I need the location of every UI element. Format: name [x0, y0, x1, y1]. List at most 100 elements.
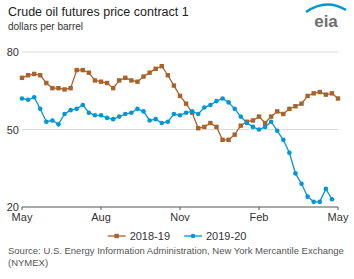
- marker: [317, 200, 322, 205]
- marker: [232, 107, 237, 112]
- logo-swoosh: [306, 4, 346, 12]
- marker: [99, 113, 104, 118]
- marker: [147, 118, 152, 123]
- marker: [220, 96, 225, 101]
- marker: [330, 91, 334, 95]
- series: [20, 95, 335, 204]
- marker: [117, 114, 122, 119]
- marker: [87, 110, 92, 115]
- marker: [123, 112, 128, 117]
- chart: Crude oil futures price contract 1 dollar…: [0, 0, 354, 279]
- x-tick-label: May: [328, 211, 349, 223]
- marker: [93, 113, 98, 118]
- marker: [293, 171, 298, 176]
- marker: [135, 107, 140, 112]
- marker: [74, 107, 79, 112]
- x-tick: [22, 207, 23, 210]
- marker: [214, 99, 219, 104]
- legend-label: 2019-20: [206, 230, 246, 242]
- marker: [208, 121, 212, 125]
- marker: [311, 200, 316, 205]
- marker: [38, 107, 43, 112]
- x-tick: [101, 207, 102, 210]
- marker: [238, 114, 243, 119]
- legend-marker: [114, 234, 118, 238]
- y-tick-label: 50: [7, 124, 19, 136]
- marker: [293, 104, 297, 108]
- marker: [275, 128, 280, 133]
- y-axis-label: dollars per barrel: [8, 21, 83, 32]
- logo-text: eia: [314, 12, 338, 31]
- marker: [318, 90, 322, 94]
- marker: [269, 119, 274, 124]
- marker: [123, 76, 127, 80]
- legend: 2018-19 2019-20: [108, 230, 247, 242]
- marker: [281, 138, 286, 143]
- marker: [251, 118, 255, 122]
- marker: [20, 76, 24, 80]
- x-tick-label: May: [12, 211, 33, 223]
- marker: [299, 101, 303, 105]
- marker: [172, 83, 176, 87]
- marker: [93, 78, 97, 82]
- marker: [153, 117, 158, 122]
- marker: [263, 125, 268, 130]
- x-tick-label: Feb: [250, 211, 269, 223]
- series: [20, 64, 340, 142]
- marker: [159, 121, 164, 126]
- marker: [202, 105, 207, 110]
- marker: [251, 125, 256, 130]
- x-tick: [180, 207, 181, 210]
- marker: [196, 126, 200, 130]
- marker: [147, 70, 151, 74]
- marker: [117, 78, 121, 82]
- marker: [87, 70, 91, 74]
- marker: [74, 68, 78, 72]
- line: [22, 97, 332, 202]
- marker: [129, 78, 133, 82]
- marker: [50, 118, 55, 123]
- marker: [56, 86, 60, 90]
- marker: [111, 117, 116, 122]
- marker: [202, 125, 206, 129]
- x-tick-label: Aug: [91, 211, 111, 223]
- marker: [257, 127, 262, 132]
- marker: [178, 94, 182, 98]
- legend-label: 2018-19: [130, 230, 170, 242]
- marker: [56, 122, 61, 127]
- marker: [32, 95, 37, 100]
- marker: [20, 96, 25, 101]
- marker: [263, 121, 267, 125]
- marker: [111, 86, 115, 90]
- marker: [166, 119, 171, 124]
- marker: [32, 72, 36, 76]
- logo: eia: [306, 4, 346, 31]
- marker: [239, 123, 243, 127]
- marker: [153, 67, 157, 71]
- marker: [44, 81, 48, 85]
- marker: [257, 114, 261, 118]
- marker: [299, 181, 304, 186]
- marker: [311, 91, 315, 95]
- title: Crude oil futures price contract 1: [8, 5, 189, 19]
- marker: [336, 96, 340, 100]
- marker: [99, 80, 103, 84]
- grid: [22, 52, 338, 130]
- y-tick-label: 80: [7, 46, 19, 58]
- plot-area: [20, 64, 340, 204]
- marker: [81, 68, 85, 72]
- marker: [178, 113, 183, 118]
- marker: [129, 110, 134, 115]
- marker: [324, 92, 328, 96]
- marker: [141, 109, 146, 114]
- marker: [160, 64, 164, 68]
- marker: [38, 73, 42, 77]
- marker: [62, 87, 66, 91]
- x-tick: [338, 207, 339, 210]
- marker: [226, 100, 231, 105]
- marker: [275, 109, 279, 113]
- marker: [245, 121, 250, 126]
- marker: [269, 114, 273, 118]
- marker: [44, 119, 49, 124]
- marker: [68, 86, 72, 90]
